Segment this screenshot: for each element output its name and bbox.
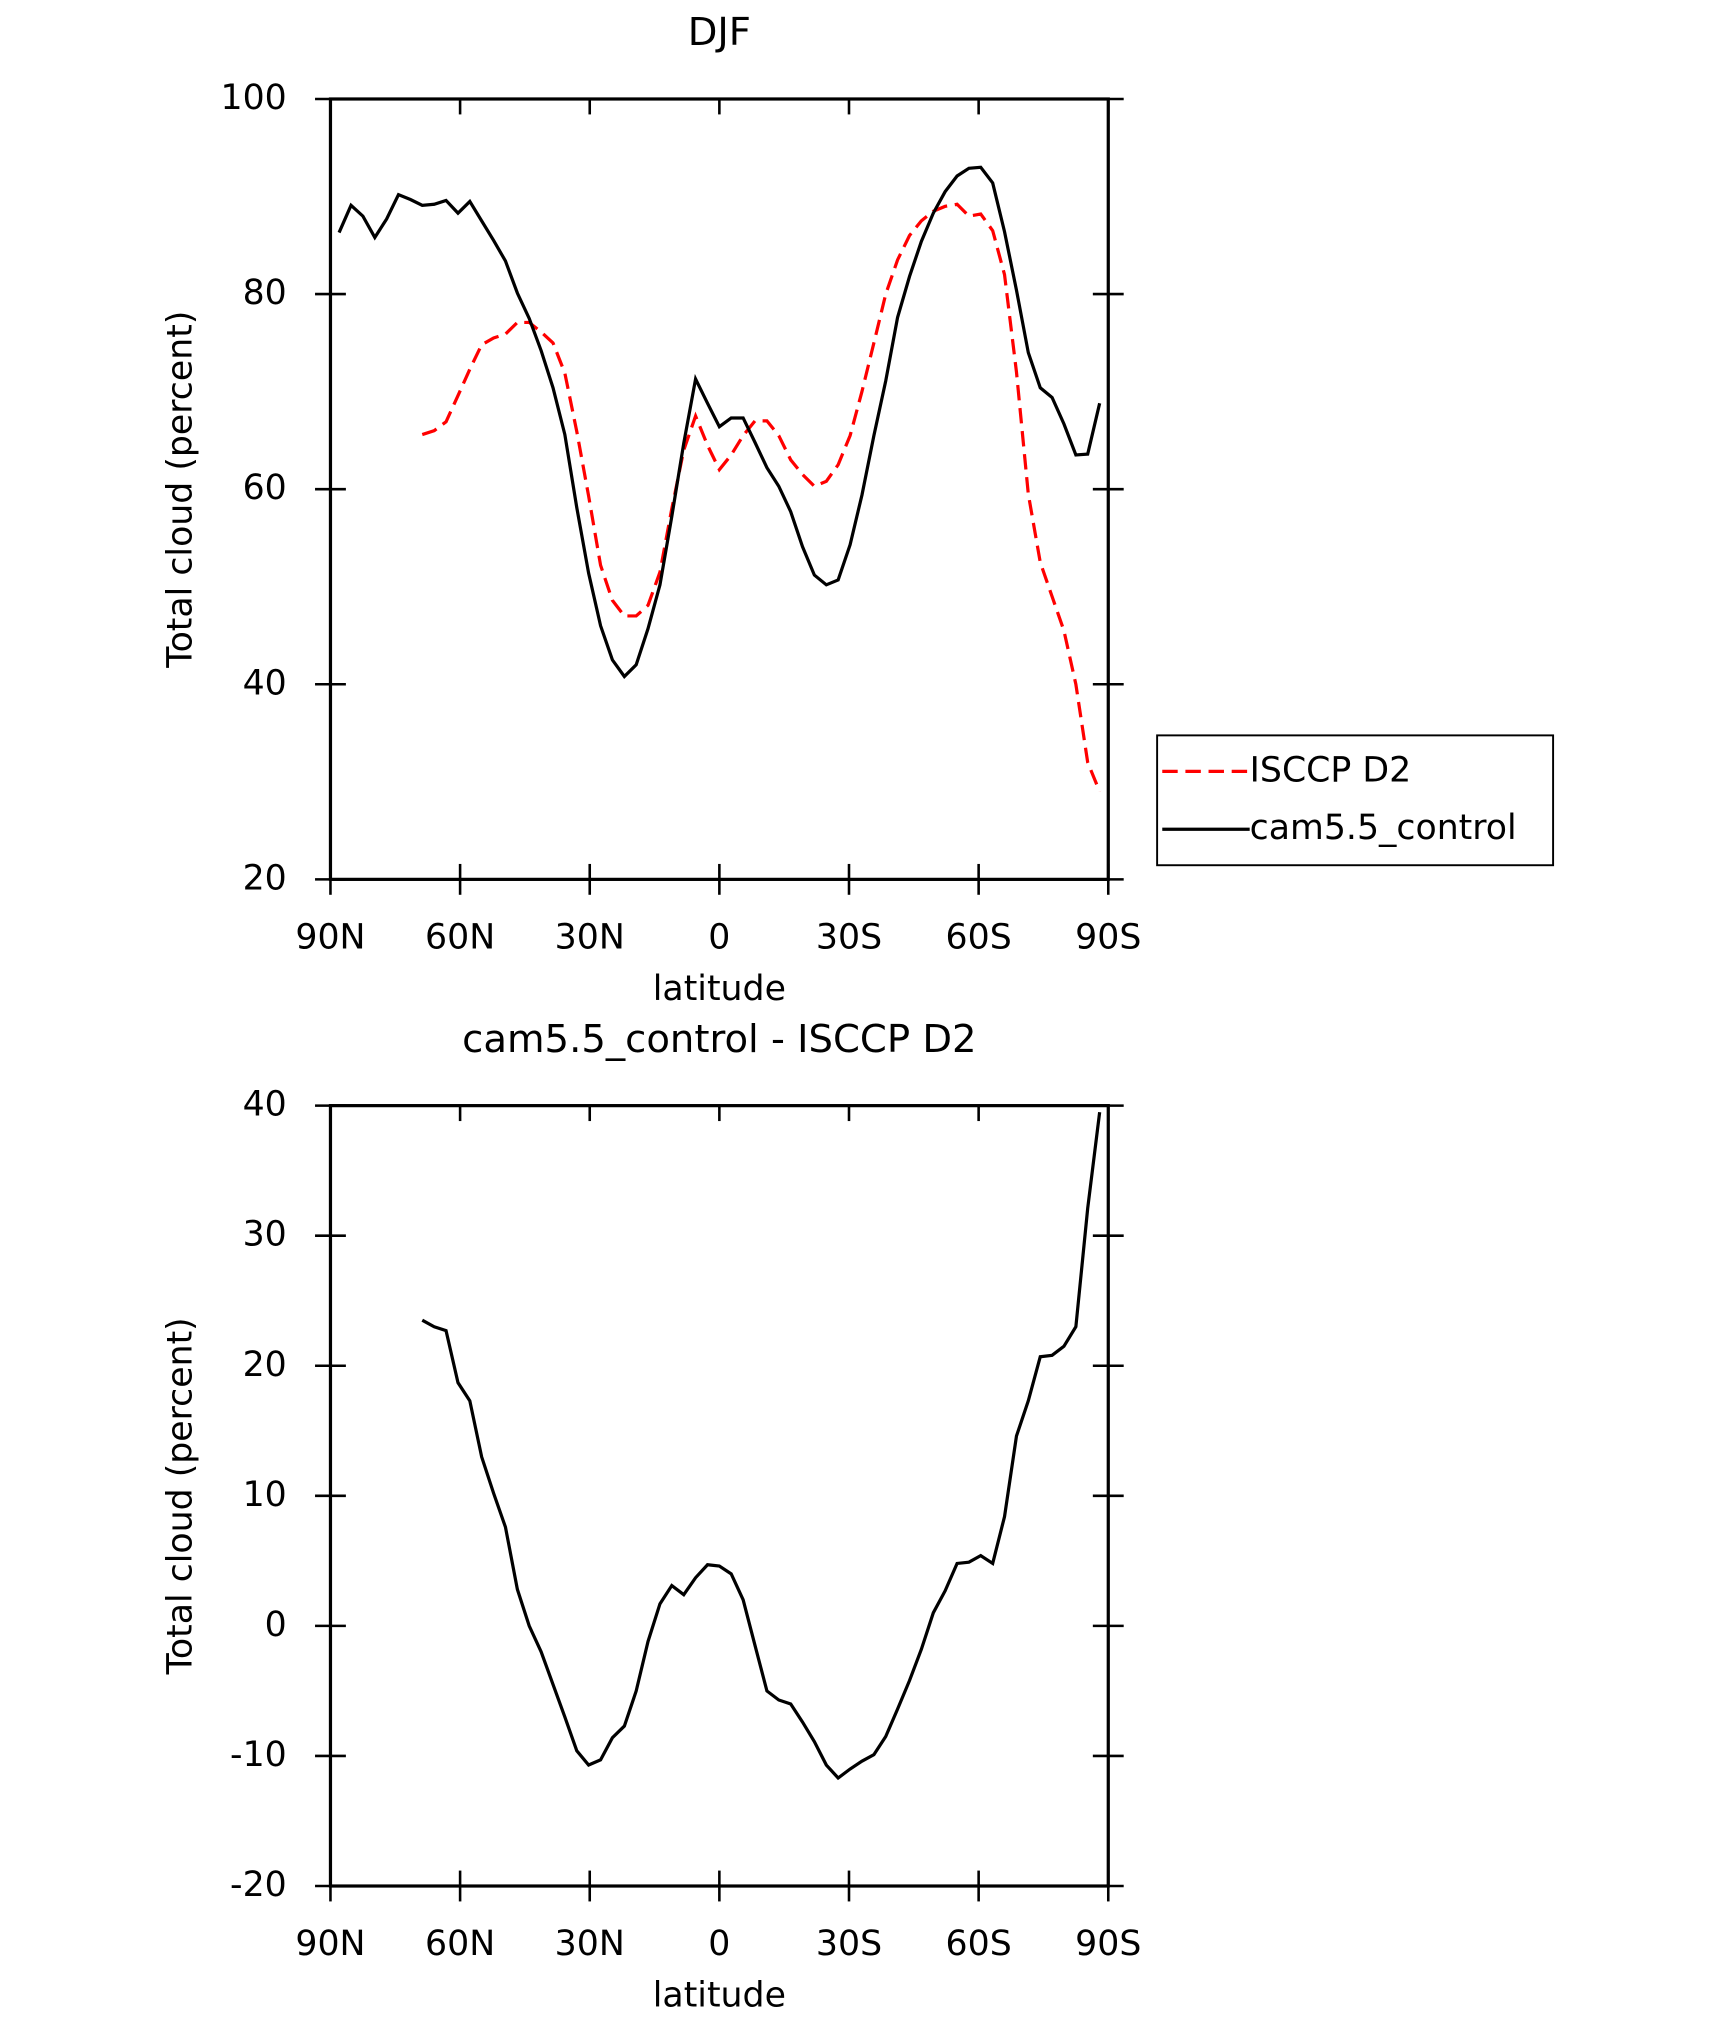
y-tick-label: 20 [243,1345,287,1385]
x-axis-label: latitude [653,969,786,1009]
y-tick-label: 80 [243,273,287,313]
x-tick-label: 90N [295,918,365,958]
x-tick-label: 0 [708,918,730,958]
y-axis-label: Total cloud (percent) [160,311,200,669]
x-tick-label: 30S [816,918,882,958]
x-tick-label: 30N [555,918,625,958]
data-line [421,202,1102,793]
y-tick-label: 60 [243,468,287,508]
y-tick-label: 30 [243,1215,287,1255]
legend-label: ISCCP D2 [1250,750,1412,790]
y-tick-label: -10 [230,1735,287,1775]
chart-title: cam5.5_control - ISCCP D2 [462,1017,976,1062]
y-tick-label: -20 [230,1865,287,1905]
x-axis-label: latitude [653,1976,786,2016]
chart-title: DJF [688,10,751,55]
y-tick-label: 20 [243,858,287,898]
x-tick-label: 90N [295,1924,365,1964]
x-tick-label: 30S [816,1924,882,1964]
y-tick-label: 10 [243,1475,287,1515]
x-tick-label: 60S [946,918,1012,958]
y-axis-label: Total cloud (percent) [160,1317,200,1675]
y-tick-label: 40 [243,663,287,703]
y-tick-label: 40 [243,1085,287,1125]
y-tick-label: 100 [221,78,287,118]
y-tick-label: 0 [265,1605,287,1645]
x-tick-label: 60S [946,1924,1012,1964]
plot-frame [328,97,1110,881]
data-line [421,1111,1102,1781]
data-line [337,165,1102,679]
x-tick-label: 30N [555,1924,625,1964]
plot-frame [328,1104,1110,1888]
x-tick-label: 0 [708,1924,730,1964]
x-tick-label: 60N [425,918,495,958]
x-tick-label: 60N [425,1924,495,1964]
x-tick-label: 90S [1075,918,1141,958]
x-tick-label: 90S [1075,1924,1141,1964]
legend-box [1156,734,1555,867]
legend-label: cam5.5_control [1250,808,1517,848]
